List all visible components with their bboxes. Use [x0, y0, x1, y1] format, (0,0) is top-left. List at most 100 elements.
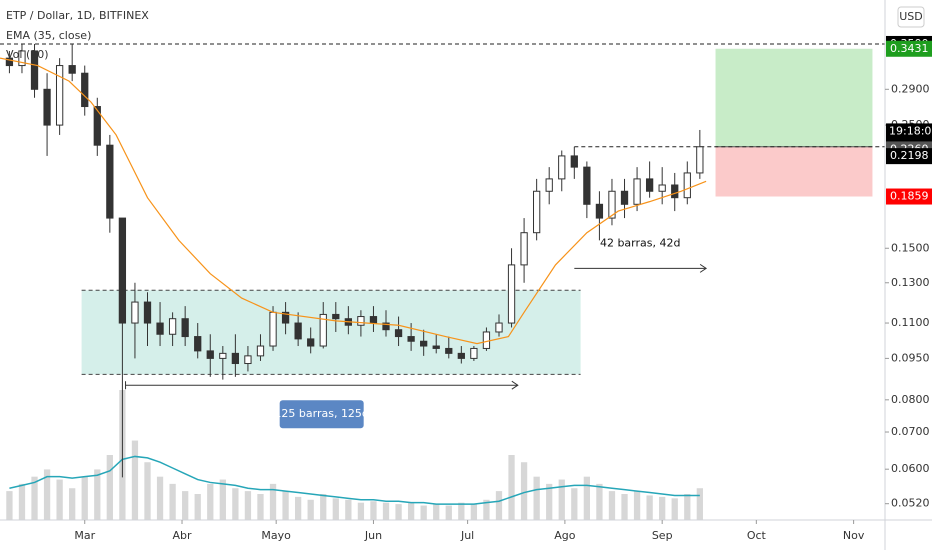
- measure-label-bg: [279, 400, 364, 429]
- candle-body: [394, 329, 403, 338]
- candle-body: [432, 345, 440, 349]
- x-tick-label: Sep: [652, 529, 673, 542]
- candle-body: [332, 313, 340, 320]
- arrow-head: [511, 380, 519, 390]
- volume-bar: [144, 462, 151, 520]
- target-zone: [715, 48, 873, 147]
- candle-body: [545, 178, 553, 192]
- volume-bar: [382, 502, 390, 520]
- candle-body: [495, 322, 503, 333]
- volume-bar: [131, 440, 139, 520]
- volume-ma: [9, 455, 700, 505]
- candle-body: [369, 316, 378, 324]
- currency-label: USD: [899, 10, 923, 23]
- volume-bar: [106, 455, 113, 520]
- volume-label: Vol (20): [6, 48, 49, 61]
- candle-body: [608, 190, 616, 219]
- candle-body: [43, 88, 51, 126]
- price-label-bg: [886, 148, 932, 165]
- candle-body: [595, 203, 604, 219]
- x-tick-label: Mayo: [261, 529, 291, 542]
- candle-body: [269, 311, 277, 347]
- volume-bar: [94, 469, 101, 520]
- candle-body: [307, 338, 315, 347]
- volume-bar: [445, 505, 452, 520]
- candle-body: [645, 178, 654, 192]
- candle-body: [558, 155, 566, 180]
- volume-bar: [621, 494, 628, 520]
- candle-body: [507, 264, 516, 324]
- volume-bar: [182, 491, 189, 520]
- candle-body: [533, 190, 541, 234]
- candle-body: [520, 232, 528, 266]
- volume-bar: [470, 504, 478, 520]
- volume-bar: [156, 476, 164, 520]
- y-tick-label: 0.1500: [891, 241, 930, 254]
- y-tick-label: 0.0800: [891, 393, 930, 406]
- y-tick-label: 0.0520: [891, 497, 930, 510]
- volume-bar: [345, 499, 352, 520]
- volume-bar: [31, 476, 38, 520]
- volume-bar: [307, 499, 314, 520]
- arrow-head: [699, 263, 708, 273]
- volume-bar: [295, 496, 302, 520]
- candle-body: [382, 322, 390, 331]
- ema-line: [0, 57, 707, 345]
- candle-body: [244, 355, 252, 365]
- price-label-bg: [886, 40, 932, 57]
- candle-body: [93, 106, 101, 146]
- x-tick-label: Ago: [554, 529, 576, 542]
- volume-bar: [332, 498, 339, 520]
- x-tick-label: Mar: [74, 529, 95, 542]
- price-label: 0.3431: [890, 42, 929, 55]
- volume-bar: [608, 491, 616, 520]
- candle-body: [194, 336, 202, 352]
- volume-bar: [646, 495, 653, 520]
- volume-bar: [269, 483, 277, 520]
- volume-bar: [357, 502, 365, 520]
- y-tick-label: 0.1100: [891, 316, 930, 329]
- volume-bar: [495, 491, 503, 520]
- y-tick-label: 0.2900: [891, 82, 930, 95]
- plot-area: 125 barras, 125d 42 barras, 42d: [0, 43, 885, 520]
- price-label: 0.1859: [890, 190, 929, 203]
- candle-body: [281, 311, 290, 324]
- volume-bar: [520, 462, 528, 520]
- candle-body: [143, 301, 152, 324]
- candle-body: [156, 322, 164, 335]
- indicator-label: EMA (35, close): [6, 29, 91, 42]
- candle-body: [68, 65, 76, 74]
- volume-bar: [684, 494, 691, 520]
- volume-bar: [659, 496, 666, 520]
- candle-body: [683, 172, 691, 199]
- candle-body: [696, 146, 704, 174]
- volume-bar: [194, 494, 201, 520]
- volume-bar: [244, 491, 252, 520]
- volume-bar: [81, 476, 88, 520]
- chart-title: ETP / Dollar, 1D, BITFINEX: [6, 9, 149, 22]
- candle-body: [55, 65, 64, 126]
- volume-bar: [6, 491, 13, 520]
- volume-bar: [483, 499, 490, 520]
- volume-bar: [257, 494, 264, 520]
- candle-body: [633, 178, 641, 205]
- candle-body: [168, 318, 177, 335]
- volume-bar: [546, 483, 553, 520]
- candle-body: [131, 301, 139, 324]
- volume-bar: [420, 505, 427, 520]
- volume-bar: [18, 483, 26, 520]
- candle-body: [5, 57, 14, 67]
- volume-bar: [370, 501, 377, 520]
- candle-body: [319, 313, 327, 347]
- volume-bar: [433, 504, 440, 520]
- currency-button[interactable]: [897, 6, 925, 28]
- volume-bar: [320, 494, 327, 520]
- candle-body: [470, 347, 478, 359]
- candle-body: [231, 352, 240, 365]
- volume-bar: [43, 469, 51, 520]
- volume-bar: [56, 479, 63, 520]
- candle-body: [18, 50, 26, 67]
- volume-bar: [696, 488, 703, 520]
- x-tick-label: Oct: [747, 529, 767, 542]
- volume-bar: [671, 498, 678, 520]
